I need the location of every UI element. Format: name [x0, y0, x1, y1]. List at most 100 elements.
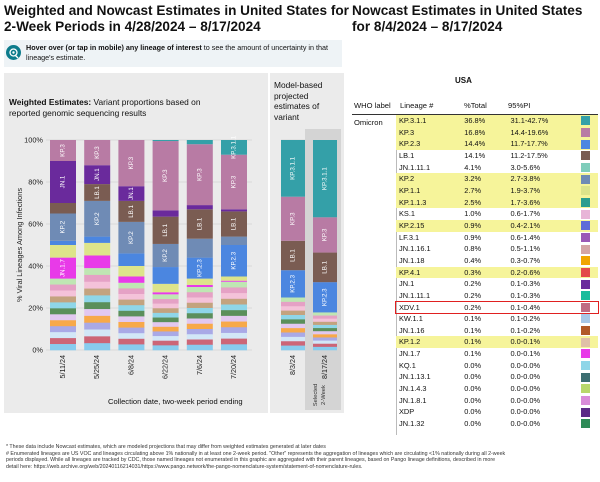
cell-total: 0.1% [464, 325, 482, 335]
bar-label: KP.3 [60, 144, 67, 157]
swatch-box [580, 116, 590, 126]
bar-segment-jn-1-7 [50, 257, 76, 279]
table-row[interactable]: KP.1.1 2.7% 1.9-3.7% [396, 184, 598, 197]
table-row[interactable]: KP.2.15 0.9% 0.4-2.1% [396, 219, 598, 232]
bar-segment-other [221, 344, 247, 351]
cell-pi: 0.1-0.3% [510, 290, 541, 300]
bar-segment-other [313, 334, 337, 338]
bar-segment-other [281, 306, 305, 311]
bar-segment-kp-2 [118, 221, 145, 254]
bar-label: LB.1 [196, 217, 203, 230]
bar-segment-jn-1 [152, 210, 179, 217]
table-row[interactable]: KP.3.1.1 36.8% 31.1-42.7% [396, 115, 598, 127]
lineage-table: KP.3.1.1 36.8% 31.1-42.7% KP.3 16.8% 14.4-19.… [395, 115, 599, 430]
bar-segment-other [313, 324, 337, 329]
table-row[interactable]: JN.1.16.1 0.8% 0.5-1.1% [396, 243, 598, 255]
bar-segment-lb-1 [281, 240, 305, 271]
bar-label: LB.1 [290, 249, 297, 262]
table-row[interactable]: JN.1.4.3 0.0% 0.0-0.0% [396, 383, 598, 395]
cell-lineage: KS.1 [399, 209, 416, 219]
cell-total: 1.0% [464, 209, 482, 219]
model-heading-line2: projected [274, 90, 309, 101]
table-header-rule [352, 114, 598, 115]
cell-pi: 0.0-0.0% [510, 384, 541, 394]
table-row[interactable]: JN.1.16 0.1% 0.1-0.2% [396, 325, 598, 337]
right-title: Nowcast Estimates in United States for 8… [352, 3, 598, 35]
table-row[interactable]: JN.1.32 0.0% 0.0-0.0% [396, 418, 598, 430]
table-row[interactable]: JN.1.13.1 0.0% 0.0-0.0% [396, 371, 598, 383]
cell-pi: 0.0-0.0% [510, 419, 541, 429]
cell-lineage: JN.1.11.1 [399, 162, 431, 172]
color-swatch [577, 232, 598, 244]
table-row[interactable]: JN.1.18 0.4% 0.3-0.7% [396, 255, 598, 267]
bar-segment-other [84, 329, 111, 337]
bar-segment-other [118, 305, 145, 312]
table-row[interactable]: XDP 0.0% 0.0-0.0% [396, 406, 598, 418]
table-row[interactable]: KP.2.3 14.4% 11.7-17.7% [396, 138, 598, 150]
swatch-box [580, 139, 590, 149]
swatch-box [580, 256, 590, 266]
x-tick-label: 6/8/24 [126, 355, 135, 375]
table-row[interactable]: JN.1 0.2% 0.1-0.3% [396, 278, 598, 290]
bar-segment-other [186, 329, 213, 335]
table-row[interactable]: KQ.1 0.0% 0.0-0.0% [396, 360, 598, 372]
swatch-box [580, 384, 590, 394]
color-swatch [577, 138, 598, 150]
bar-segment-other [313, 315, 337, 319]
table-row[interactable]: KP.1.2 0.1% 0.0-0.1% [396, 336, 598, 349]
bar-segment-other [118, 322, 145, 328]
cell-pi: 0.1-0.4% [510, 302, 541, 312]
color-swatch [577, 173, 598, 185]
bar-segment-other [118, 288, 145, 295]
table-row[interactable]: LB.1 14.1% 11.2-17.5% [396, 150, 598, 162]
bar-segment-other [221, 310, 247, 317]
cell-pi: 0.1-0.3% [510, 279, 541, 289]
table-row[interactable]: JN.1.7 0.1% 0.0-0.1% [396, 348, 598, 360]
table-row[interactable]: LF.3.1 0.9% 0.6-1.4% [396, 232, 598, 244]
bar-segment-kp-2-3 [118, 253, 145, 266]
left-title-line2: 2-Week Periods in 4/28/2024 – 8/17/2024 [4, 19, 261, 34]
cell-lineage: KP.3.1.1 [399, 116, 427, 125]
selected-label-1: Selected [313, 384, 319, 407]
cell-pi: 1.9-3.7% [510, 185, 541, 195]
bar-segment-other [50, 314, 76, 321]
cell-total: 0.0% [464, 395, 482, 405]
bar-segment-kp-3-1-1 [186, 140, 213, 145]
right-title-line2: for 8/4/2024 – 8/17/2024 [352, 19, 503, 34]
table-row[interactable]: JN.1.8.1 0.0% 0.0-0.0% [396, 395, 598, 407]
cell-total: 0.2% [464, 302, 482, 312]
cell-pi: 14.4-19.6% [510, 127, 549, 137]
color-swatch [577, 278, 598, 290]
table-row[interactable]: KS.1 1.0% 0.6-1.7% [396, 208, 598, 220]
table-row[interactable]: KP.1.1.3 2.5% 1.7-3.6% [396, 196, 598, 209]
bar-segment-kp-1-1 [152, 283, 179, 293]
bar-segment-kp-2-3 [186, 257, 213, 279]
bar-label: KP.3 [322, 228, 329, 241]
table-row[interactable]: KW.1.1 0.1% 0.1-0.2% [396, 313, 598, 325]
bar-segment-other [152, 331, 179, 337]
bar-segment-kp-3-1-1 [313, 140, 337, 218]
table-row[interactable]: JN.1.11.1 0.2% 0.1-0.3% [396, 290, 598, 302]
table-row[interactable]: KP.3 16.8% 14.4-19.6% [396, 126, 598, 139]
model-panel-heading: Model-based projected estimates of varia… [274, 80, 344, 122]
bar-label: KP.3 [290, 212, 297, 225]
bar-segment-other [281, 315, 305, 320]
bar-label: JN.1 [94, 168, 101, 181]
table-row[interactable]: XDV.1 0.2% 0.1-0.4% [395, 300, 599, 315]
table-row[interactable]: KP.2 3.2% 2.7-3.8% [396, 173, 598, 185]
table-row[interactable]: JN.1.11.1 4.1% 3.0-5.6% [396, 162, 598, 174]
hover-hand-icon [6, 45, 21, 60]
column-lineage: Lineage # [400, 101, 434, 110]
color-swatch [577, 255, 598, 267]
cell-lineage: JN.1.4.3 [399, 384, 427, 394]
bar-segment-other [221, 327, 247, 334]
bar-segment-kp-1-1 [118, 266, 145, 277]
bar-segment-other [152, 303, 179, 309]
bar-segment-other [221, 321, 247, 328]
footnotes: * These data include Nowcast estimates, … [6, 444, 598, 470]
bar-segment-other [84, 274, 111, 283]
table-row[interactable]: KP.4.1 0.3% 0.2-0.6% [396, 266, 598, 279]
bar-segment-other [84, 309, 111, 317]
cell-total: 0.0% [464, 372, 482, 382]
bar-segment-jn-1-7 [84, 255, 111, 269]
